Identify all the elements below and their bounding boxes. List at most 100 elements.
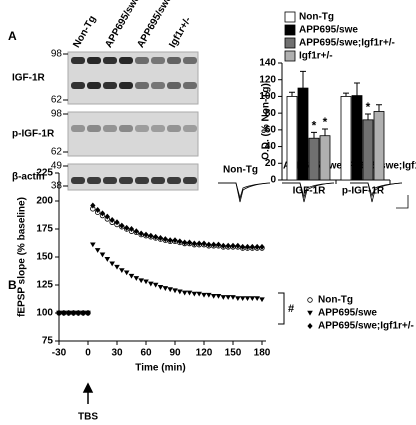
error-bar	[300, 70, 306, 89]
data-point	[80, 310, 86, 316]
data-point	[215, 294, 222, 299]
x-tick-label: 60	[140, 348, 152, 359]
blot-band	[71, 82, 85, 89]
data-point	[162, 236, 168, 243]
annotation: #	[288, 303, 294, 315]
blot-band	[167, 125, 181, 132]
legend-swatch	[284, 50, 296, 62]
data-point	[123, 270, 130, 276]
blot-band	[167, 57, 181, 64]
data-point	[143, 231, 149, 238]
blot-band	[135, 125, 149, 132]
significance-mark: *	[312, 119, 317, 133]
data-point	[220, 242, 226, 249]
data-point	[201, 292, 207, 298]
y-tick-label: 75	[42, 336, 54, 347]
data-point	[239, 296, 246, 302]
data-point	[138, 230, 144, 237]
legend-label: APP695/swe;Igf1r+/-	[318, 321, 414, 332]
data-point	[162, 286, 169, 291]
data-point	[128, 226, 135, 232]
data-point	[128, 273, 135, 279]
data-point	[94, 248, 101, 253]
mw-marker: 38	[51, 181, 63, 192]
blot-band	[135, 82, 149, 89]
data-point	[114, 219, 120, 226]
blot-band	[135, 177, 149, 184]
data-point	[201, 240, 207, 247]
blot-panel	[67, 111, 199, 157]
data-point	[148, 232, 154, 239]
y-tick-label: 175	[36, 224, 53, 235]
data-point	[167, 237, 173, 244]
data-point	[66, 310, 72, 316]
data-point	[99, 210, 106, 217]
bar	[308, 137, 320, 181]
data-point	[99, 252, 106, 258]
data-point	[56, 310, 62, 316]
y-tick-label: 225	[36, 168, 53, 179]
blot-band	[71, 125, 85, 132]
blot-band	[87, 177, 101, 184]
inset-label: Non-Tg	[223, 165, 258, 176]
bar	[286, 96, 298, 181]
data-point	[85, 310, 91, 316]
data-point	[104, 213, 110, 220]
legend-label: APP695/swe	[318, 308, 377, 319]
error-bar	[311, 131, 317, 139]
legend-swatch	[284, 37, 296, 49]
bracket	[278, 292, 285, 325]
data-point	[249, 243, 255, 250]
data-point	[186, 239, 193, 246]
legend-label: APP695/swe;Igf1r+/-	[299, 38, 395, 49]
x-tick-label: 0	[85, 348, 91, 359]
y-tick-label: 140	[259, 58, 276, 69]
bar	[319, 135, 331, 181]
data-point	[138, 278, 144, 284]
panel-label: A	[8, 29, 17, 43]
blot-band	[87, 82, 101, 89]
legend-marker	[307, 323, 313, 329]
data-point	[133, 276, 140, 281]
blot-band	[151, 82, 165, 89]
x-tick-label: 150	[225, 348, 242, 359]
error-bar	[322, 128, 328, 136]
blot-band	[103, 125, 117, 132]
blot-band	[103, 177, 117, 184]
data-point	[244, 296, 251, 302]
blot-panel	[67, 163, 199, 191]
data-point	[157, 285, 164, 290]
data-point	[90, 242, 96, 248]
data-point	[109, 217, 115, 224]
blot-row-label: IGF-1R	[12, 73, 46, 84]
data-point	[225, 295, 231, 300]
mw-marker: 62	[51, 95, 63, 106]
data-point	[172, 237, 178, 244]
legend-swatch	[284, 24, 296, 36]
x-tick-label: 180	[254, 348, 271, 359]
data-point	[259, 243, 265, 250]
y-tick-label: 200	[36, 196, 53, 207]
data-point	[148, 281, 154, 287]
data-point	[225, 242, 231, 249]
data-point	[119, 268, 125, 274]
bar	[297, 87, 309, 181]
blot-band	[119, 82, 133, 89]
y-tick-label: 40	[265, 141, 277, 152]
legend-label: Igf1r+/-	[299, 51, 333, 62]
data-point	[240, 243, 246, 250]
y-tick-label: 120	[259, 74, 276, 85]
data-point	[70, 310, 77, 316]
blot-band	[71, 57, 85, 64]
bar	[340, 96, 352, 181]
data-point	[182, 239, 188, 246]
y-tick-label: 60	[265, 124, 277, 135]
legend-label: Non-Tg	[318, 295, 353, 306]
y-tick-label: 100	[36, 308, 53, 319]
blot-band	[87, 125, 101, 132]
data-point	[259, 297, 265, 303]
legend-label: APP695/swe	[299, 25, 358, 36]
mw-marker: 98	[51, 109, 63, 120]
data-point	[235, 296, 241, 302]
